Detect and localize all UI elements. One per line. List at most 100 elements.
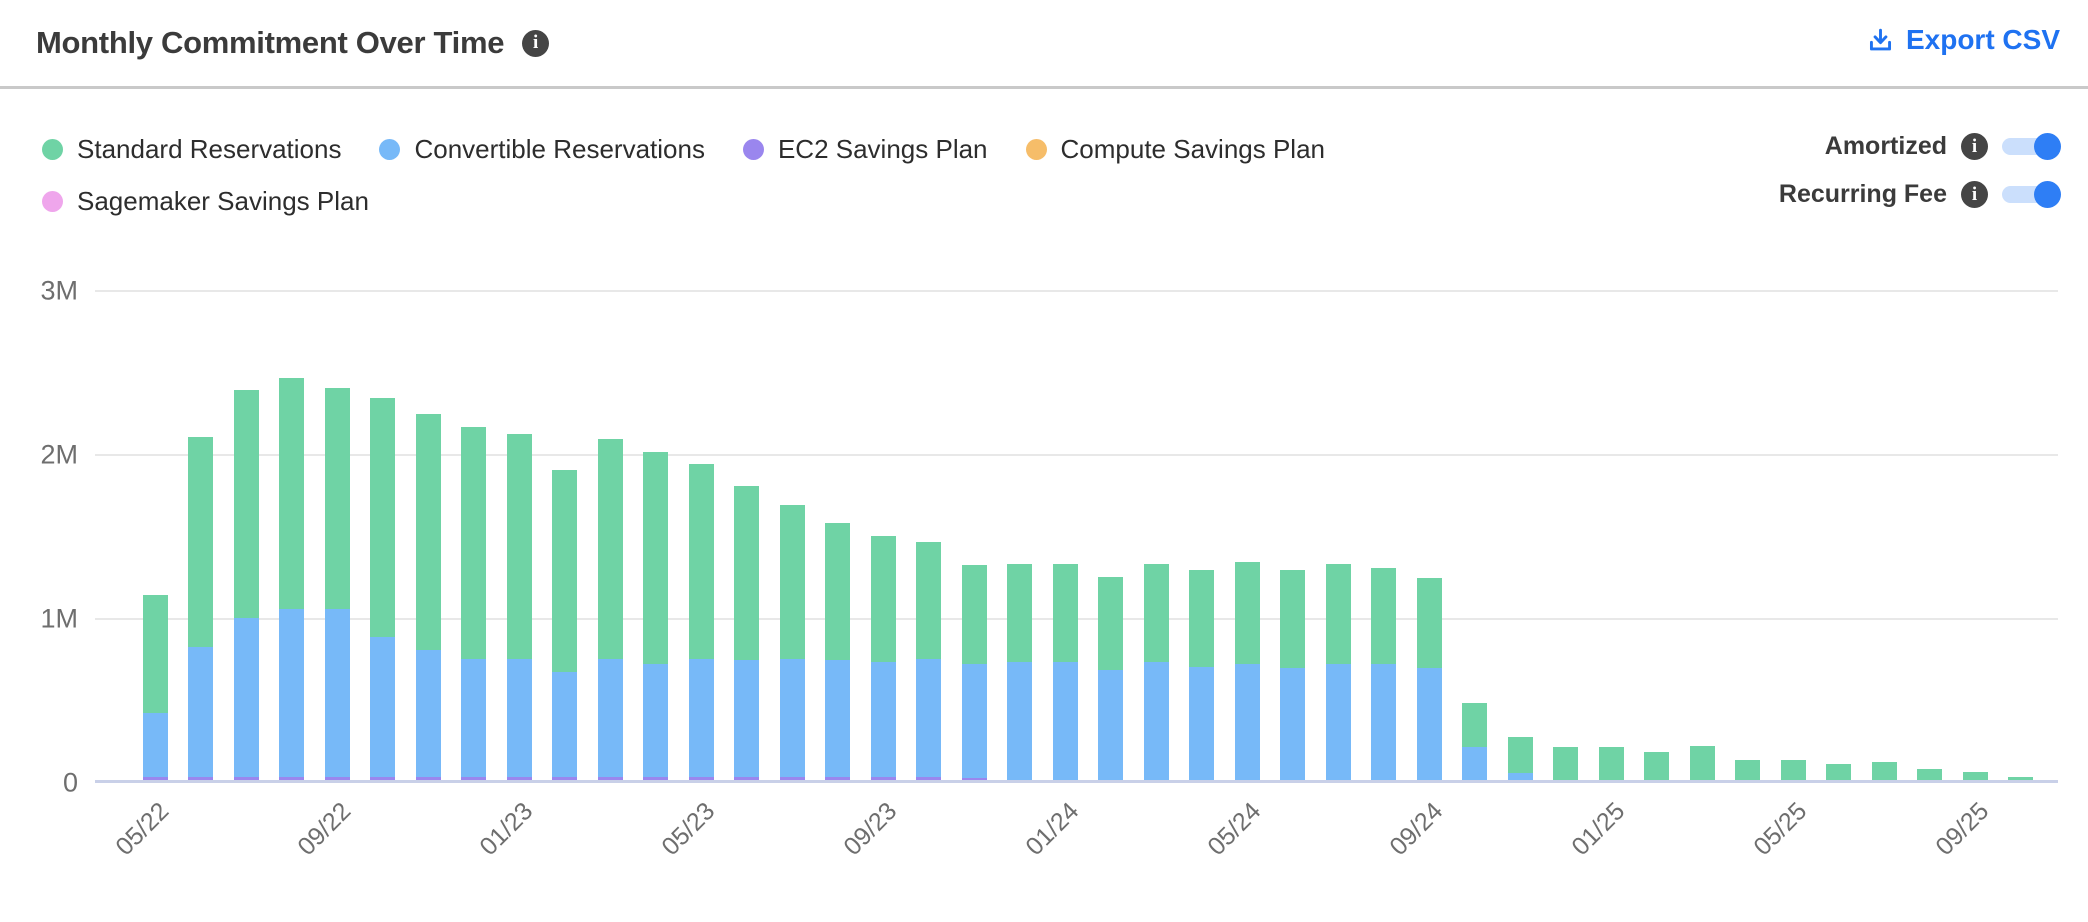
bar-segment-convertible-reservations <box>188 647 213 777</box>
toggle-row-amortized: Amortized i <box>1825 132 2061 161</box>
toggle-knob <box>2034 181 2061 208</box>
y-axis-labels: 0 1M 2M 3M <box>0 276 78 798</box>
bar-12/23[interactable] <box>1007 563 1032 780</box>
bar-02/25[interactable] <box>1644 752 1669 780</box>
x-tick-label-09-24: 09/24 <box>1384 797 1449 862</box>
bar-06/22[interactable] <box>188 437 213 780</box>
bar-segment-ec2-savings-plan <box>461 776 486 780</box>
bar-11/23[interactable] <box>961 565 987 780</box>
y-tick-label-3M: 3M <box>40 275 78 306</box>
bar-08/23[interactable] <box>825 522 850 780</box>
bar-09/23[interactable] <box>870 535 896 780</box>
legend-label: Compute Savings Plan <box>1060 134 1325 164</box>
commitment-chart: 0 1M 2M 3M 05/22 09/22 01/23 05/23 09/23 01/24 05… <box>0 276 2088 891</box>
bar-02/23[interactable] <box>552 470 577 780</box>
bar-segment-standard-reservations <box>1052 563 1078 662</box>
bar-segment-ec2-savings-plan <box>324 776 350 780</box>
legend-item-sagemaker-savings-plan[interactable]: Sagemaker Savings Plan <box>42 186 369 217</box>
bar-10/22[interactable] <box>370 397 395 780</box>
bar-segment-standard-reservations <box>1098 576 1123 671</box>
bar-06/24[interactable] <box>1280 570 1305 780</box>
bar-04/24[interactable] <box>1189 570 1214 780</box>
bar-segment-standard-reservations <box>1962 771 1988 780</box>
bar-08/22[interactable] <box>279 378 304 780</box>
bar-03/24[interactable] <box>1143 563 1169 780</box>
x-tick-label-05-22: 05/22 <box>110 797 175 862</box>
bar-05/24[interactable] <box>1234 561 1260 780</box>
bar-08/25[interactable] <box>1917 768 1942 780</box>
bar-04/25[interactable] <box>1735 760 1760 780</box>
legend-dot-standard-reservations <box>42 139 63 160</box>
bar-02/24[interactable] <box>1098 576 1123 780</box>
bar-01/25[interactable] <box>1598 747 1624 780</box>
bar-segment-standard-reservations <box>552 470 577 672</box>
bar-03/23[interactable] <box>597 438 623 780</box>
bar-segment-convertible-reservations <box>1507 773 1533 780</box>
bar-segment-standard-reservations <box>825 522 850 661</box>
bar-07/25[interactable] <box>1871 761 1897 780</box>
bar-01/24[interactable] <box>1052 563 1078 780</box>
bar-10/24[interactable] <box>1462 702 1487 780</box>
amortized-info-icon[interactable]: i <box>1961 133 1988 160</box>
bar-11/24[interactable] <box>1507 737 1533 780</box>
x-tick-label-01-24: 01/24 <box>1020 797 1085 862</box>
recurring-fee-toggle-switch[interactable] <box>2002 181 2061 208</box>
bar-segment-standard-reservations <box>324 388 350 610</box>
bar-07/22[interactable] <box>233 389 259 780</box>
bar-segment-convertible-reservations <box>415 650 441 777</box>
bar-segment-standard-reservations <box>506 433 532 659</box>
bar-segment-standard-reservations <box>1462 702 1487 748</box>
bar-segment-convertible-reservations <box>961 663 987 779</box>
bar-03/25[interactable] <box>1689 745 1715 780</box>
bar-segment-convertible-reservations <box>233 617 259 777</box>
bar-08/24[interactable] <box>1371 568 1396 780</box>
title-info-icon[interactable]: i <box>522 29 550 57</box>
bar-segment-ec2-savings-plan <box>825 776 850 780</box>
x-tick-label-05-23: 05/23 <box>656 797 721 862</box>
bar-09/25[interactable] <box>1962 771 1988 780</box>
bar-07/24[interactable] <box>1325 563 1351 780</box>
bar-segment-ec2-savings-plan <box>779 776 805 780</box>
legend-item-compute-savings-plan[interactable]: Compute Savings Plan <box>1025 134 1325 165</box>
bar-segment-ec2-savings-plan <box>506 776 532 780</box>
bar-segment-convertible-reservations <box>1371 663 1396 780</box>
bar-10/25[interactable] <box>2008 776 2033 780</box>
bar-06/25[interactable] <box>1826 763 1851 780</box>
recurring-fee-info-icon[interactable]: i <box>1961 181 1988 208</box>
bar-segment-standard-reservations <box>1735 760 1760 780</box>
bar-segment-ec2-savings-plan <box>734 776 759 780</box>
bar-05/23[interactable] <box>688 463 714 780</box>
bar-04/23[interactable] <box>643 452 668 780</box>
bar-12/22[interactable] <box>461 427 486 780</box>
bar-segment-standard-reservations <box>142 594 168 713</box>
bar-09/24[interactable] <box>1416 578 1442 780</box>
bar-segment-standard-reservations <box>1507 737 1533 774</box>
bar-segment-ec2-savings-plan <box>370 776 395 780</box>
bar-05/22[interactable] <box>142 594 168 780</box>
legend-item-ec2-savings-plan[interactable]: EC2 Savings Plan <box>742 134 988 165</box>
page-title: Monthly Commitment Over Time <box>36 25 505 60</box>
bar-06/23[interactable] <box>734 486 759 780</box>
bar-segment-convertible-reservations <box>643 663 668 777</box>
legend-item-convertible-reservations[interactable]: Convertible Reservations <box>379 134 705 165</box>
legend-dot-convertible-reservations <box>379 139 401 160</box>
bar-segment-standard-reservations <box>688 463 714 659</box>
amortized-toggle-switch[interactable] <box>2002 133 2061 160</box>
bar-segment-standard-reservations <box>1325 563 1351 664</box>
legend-item-standard-reservations[interactable]: Standard Reservations <box>42 134 341 165</box>
bar-07/23[interactable] <box>779 504 805 780</box>
bar-segment-convertible-reservations <box>825 660 850 777</box>
bar-10/23[interactable] <box>916 542 941 780</box>
bar-segment-convertible-reservations <box>142 712 168 777</box>
bar-segment-convertible-reservations <box>597 658 623 777</box>
bar-segment-standard-reservations <box>1644 752 1669 780</box>
bar-01/23[interactable] <box>506 433 532 780</box>
bar-05/25[interactable] <box>1780 760 1806 780</box>
bar-segment-convertible-reservations <box>1280 668 1305 780</box>
bar-09/22[interactable] <box>324 388 350 780</box>
bar-11/22[interactable] <box>415 414 441 780</box>
bar-segment-convertible-reservations <box>324 609 350 777</box>
export-csv-button[interactable]: Export CSV <box>1866 24 2060 56</box>
bar-12/24[interactable] <box>1553 747 1578 780</box>
y-tick-label-0: 0 <box>62 767 78 798</box>
